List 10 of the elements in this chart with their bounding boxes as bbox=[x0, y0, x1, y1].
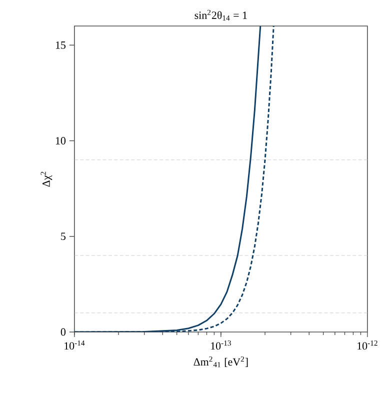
y-tick-label: 10 bbox=[56, 137, 66, 144]
x-tick-label: 10$^{-14}$ bbox=[64, 340, 84, 350]
y-tick-label: 15 bbox=[56, 41, 66, 49]
x-axis-title: Δm$^{2}$$_{41}$ [eV$^{2}$] bbox=[194, 356, 248, 368]
y-tick-label: 0 bbox=[60, 328, 66, 336]
y-tick-label: 5 bbox=[60, 232, 66, 240]
x-tick-label: 10$^{-13}$ bbox=[210, 340, 231, 350]
y-axis-title: Δχ$^{2}$ bbox=[40, 172, 52, 187]
x-tick-label: 10$^{-12}$ bbox=[357, 340, 378, 350]
chart-title: sin$^{2}$2θ$_{14}$ = 1 bbox=[194, 10, 247, 20]
